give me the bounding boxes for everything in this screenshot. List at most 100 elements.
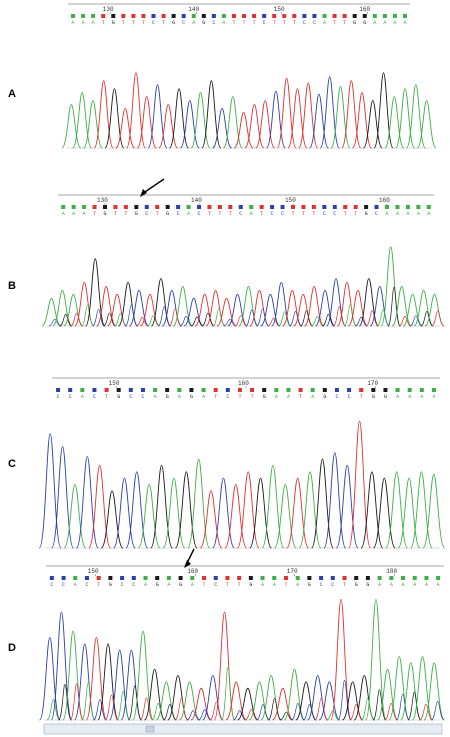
- base-call-letter: C: [121, 582, 124, 588]
- base-call-marker: [237, 576, 242, 580]
- trace-secondary-peak: [311, 315, 324, 327]
- trace-secondary-peak: [157, 306, 171, 327]
- trace-peak: [410, 471, 433, 549]
- sequence-ruler-b: 130 140 150 160 A A A T G T T G C T G C A C T T T C A T C C T T T C C T…: [58, 194, 434, 217]
- base-call-letter: T: [132, 20, 135, 26]
- scroll-track: [43, 723, 443, 735]
- base-call-marker: [143, 576, 148, 580]
- trace-peak: [388, 656, 410, 721]
- base-call-marker: [365, 576, 370, 580]
- base-call-marker: [225, 388, 230, 392]
- base-call-letter: A: [432, 394, 435, 400]
- trace-secondary-peak: [322, 313, 335, 327]
- base-call-marker: [260, 576, 265, 580]
- base-call-marker: [389, 576, 394, 580]
- trace-secondary-peak: [168, 308, 182, 327]
- base-call-marker: [395, 388, 400, 392]
- base-call-letter: C: [335, 394, 338, 400]
- base-call-letter: A: [82, 20, 85, 26]
- base-call-marker: [383, 388, 388, 392]
- base-call-marker: [96, 576, 101, 580]
- base-call-marker: [322, 205, 327, 209]
- trace-peak: [227, 293, 248, 327]
- trace-secondary-peak: [234, 315, 247, 327]
- base-call-marker: [202, 576, 207, 580]
- base-call-marker: [372, 14, 377, 18]
- trace-peak: [199, 490, 223, 549]
- base-call-letter: A: [417, 211, 420, 217]
- trace-peak: [51, 445, 74, 549]
- trace-peak: [63, 484, 87, 549]
- base-call-letter: C: [320, 582, 323, 588]
- base-call-marker: [108, 576, 113, 580]
- ruler-position-label: 130: [97, 197, 108, 204]
- base-call-marker: [92, 205, 97, 209]
- base-call-marker: [101, 14, 106, 18]
- base-call-marker: [228, 205, 233, 209]
- base-call-letter: C: [323, 211, 326, 217]
- base-call-marker: [295, 576, 300, 580]
- base-call-letter: T: [251, 394, 254, 400]
- ruler-position-label: 170: [287, 568, 298, 575]
- base-call-letter: C: [214, 582, 217, 588]
- trace-secondary-peak: [233, 710, 247, 721]
- base-call-letter: T: [344, 211, 347, 217]
- trace-secondary-peak: [70, 312, 83, 327]
- base-call-letter: T: [122, 20, 125, 26]
- trace-secondary-peak: [337, 679, 352, 721]
- base-call-marker: [416, 205, 421, 209]
- base-call-marker: [332, 14, 337, 18]
- base-call-letter: T: [226, 582, 229, 588]
- trace-peak: [347, 289, 368, 327]
- base-call-letter: A: [393, 20, 396, 26]
- mutation-arrow-d: [184, 548, 195, 568]
- trace-secondary-peak: [302, 704, 317, 721]
- base-call-letter: G: [366, 582, 369, 588]
- trace-peak: [187, 458, 211, 549]
- base-call-marker: [141, 14, 146, 18]
- trace-peak: [304, 285, 325, 327]
- base-call-marker: [334, 388, 339, 392]
- trace-peak: [222, 96, 243, 149]
- base-call-letter: A: [311, 394, 314, 400]
- trace-secondary-peak: [420, 311, 434, 327]
- base-call-letter: T: [162, 20, 165, 26]
- base-call-marker: [292, 14, 297, 18]
- base-call-marker: [104, 388, 109, 392]
- base-call-marker: [191, 14, 196, 18]
- base-call-letter: A: [403, 20, 406, 26]
- base-call-letter: G: [202, 20, 205, 26]
- base-call-marker: [343, 205, 348, 209]
- base-call-letter: C: [333, 211, 336, 217]
- trace-secondary-peak: [349, 704, 363, 721]
- base-call-letter: A: [427, 211, 430, 217]
- trace-peak: [183, 297, 204, 327]
- base-call-marker: [272, 14, 277, 18]
- trace-peak: [41, 297, 62, 327]
- base-call-marker: [49, 576, 54, 580]
- trace-peak: [319, 76, 340, 149]
- base-call-marker: [249, 205, 254, 209]
- base-call-marker: [280, 205, 285, 209]
- base-call-marker: [213, 388, 218, 392]
- base-call-marker: [201, 388, 206, 392]
- trace-secondary-peak: [279, 711, 293, 721]
- scroll-strip-d: [43, 723, 443, 735]
- base-call-letter: A: [261, 582, 264, 588]
- trace-peak: [85, 258, 106, 327]
- base-call-letter: T: [253, 20, 256, 26]
- base-call-marker: [362, 14, 367, 18]
- base-call-letter: T: [360, 394, 363, 400]
- trace-secondary-peak: [116, 691, 130, 721]
- trace-secondary-peak: [212, 308, 226, 327]
- trace-peak: [413, 289, 434, 327]
- trace-d: [39, 598, 445, 721]
- trace-secondary-peak: [244, 709, 258, 721]
- ruler-position-label: 180: [386, 568, 397, 575]
- base-call-marker: [354, 576, 359, 580]
- trace-peak: [172, 285, 193, 327]
- trace-peak: [362, 100, 383, 149]
- trace-secondary-peak: [48, 318, 61, 327]
- base-call-marker: [426, 205, 431, 209]
- trace-secondary-peak: [59, 313, 72, 327]
